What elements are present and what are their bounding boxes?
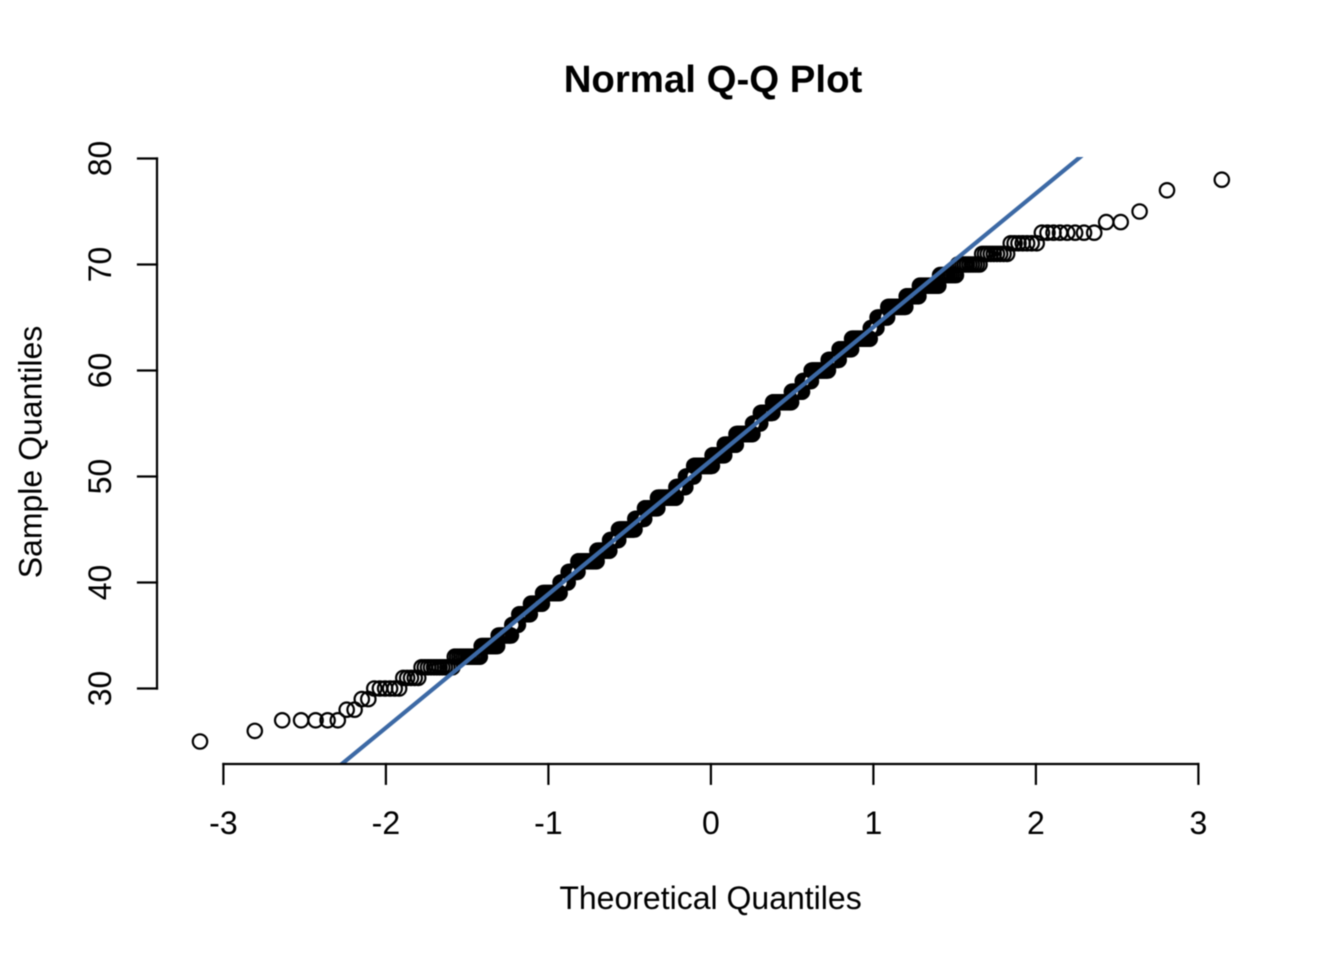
- svg-text:3: 3: [1190, 805, 1208, 841]
- svg-text:70: 70: [82, 247, 118, 283]
- svg-text:30: 30: [82, 671, 118, 707]
- svg-text:-3: -3: [209, 805, 237, 841]
- svg-text:-1: -1: [534, 805, 562, 841]
- svg-text:80: 80: [82, 141, 118, 177]
- svg-text:Theoretical Quantiles: Theoretical Quantiles: [559, 880, 861, 916]
- svg-text:0: 0: [702, 805, 720, 841]
- svg-text:1: 1: [865, 805, 883, 841]
- svg-text:60: 60: [82, 353, 118, 389]
- svg-text:2: 2: [1027, 805, 1045, 841]
- svg-text:50: 50: [82, 459, 118, 495]
- svg-text:-2: -2: [372, 805, 400, 841]
- svg-text:Sample Quantiles: Sample Quantiles: [13, 326, 49, 579]
- svg-text:Normal Q-Q Plot: Normal Q-Q Plot: [564, 58, 863, 101]
- svg-text:40: 40: [82, 565, 118, 601]
